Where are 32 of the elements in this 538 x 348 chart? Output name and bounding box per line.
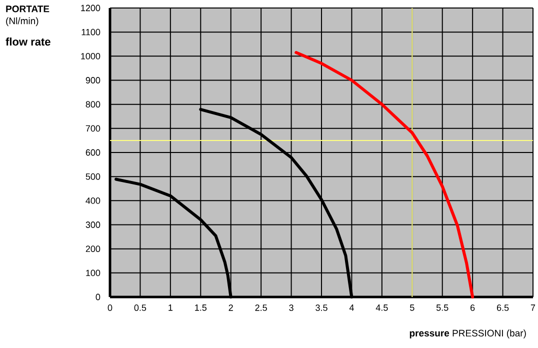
x-tick-label: 4.5	[376, 304, 388, 311]
x-tick-label: 5	[410, 304, 414, 311]
x-tick-label: 1.5	[195, 304, 207, 311]
y-tick-label: 1100	[82, 28, 100, 36]
y-tick-label: 700	[86, 125, 100, 132]
x-tick-label: 0.5	[134, 304, 146, 311]
x-tick-label: 4	[349, 304, 354, 311]
x-axis-title: pressure PRESSIONI (bar)	[410, 330, 526, 338]
y-tick-label: 800	[86, 101, 100, 108]
y-tick-label: 300	[86, 222, 100, 228]
y-axis-title: PORTATE (Nl/min)	[6, 6, 50, 26]
x-tick-label: 6.5	[496, 304, 509, 311]
y-tick-label: 1200	[81, 4, 100, 12]
x-tick-label: 3.5	[316, 304, 328, 311]
y-tick-label: 0	[96, 294, 100, 300]
y-tick-label: 600	[86, 149, 100, 156]
x-tick-label: 6	[470, 304, 475, 311]
y-tick-label: 200	[86, 246, 100, 252]
x-tick-label: 3	[289, 304, 294, 311]
y-tick-label: 500	[86, 173, 100, 180]
y-tick-label: 100	[86, 270, 100, 276]
x-tick-label: 5.5	[436, 304, 448, 311]
x-tick-label: 0	[108, 304, 112, 311]
y-tick-label: 1000	[81, 52, 100, 60]
text: flow rate	[6, 38, 50, 46]
y-tick-label: 900	[86, 77, 100, 84]
line-series	[294, 51, 474, 298]
x-tick-label: 7	[530, 304, 536, 311]
x-tick-label: 2.5	[255, 304, 267, 311]
x-tick-label: 1	[168, 304, 172, 311]
x-tick-label: 2	[228, 304, 233, 311]
y-tick-label: 400	[86, 197, 100, 204]
